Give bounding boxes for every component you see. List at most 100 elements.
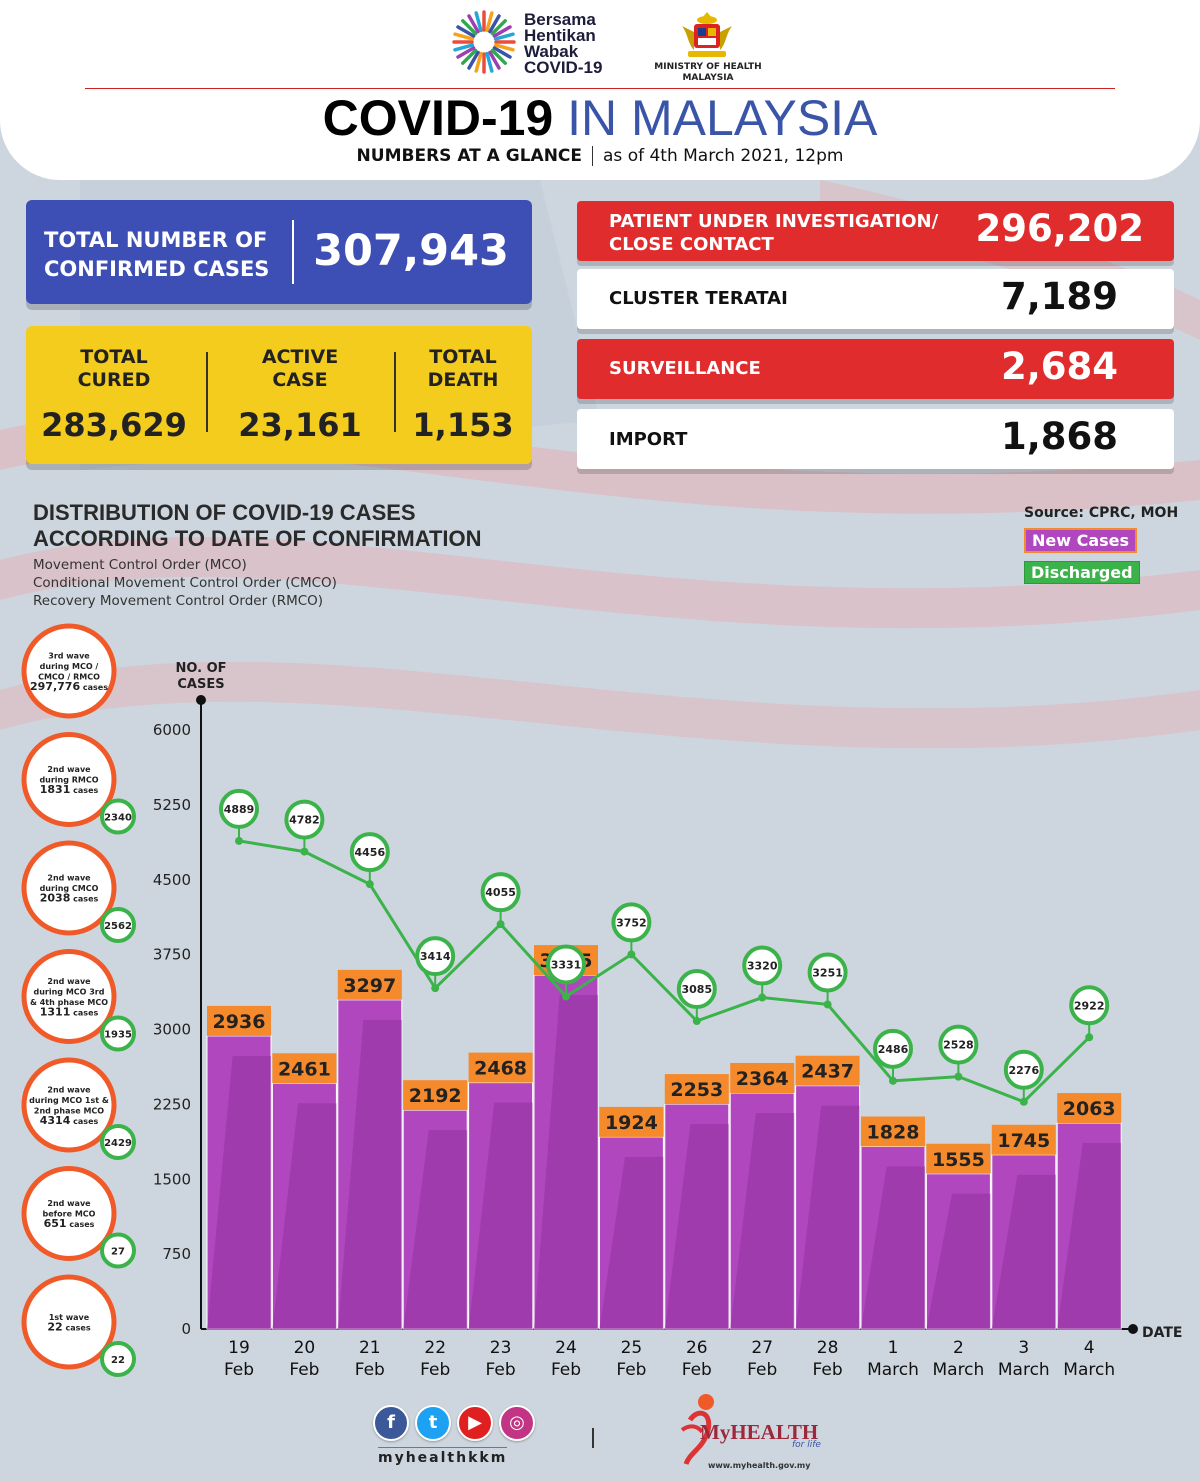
x-tick-month: Feb (289, 1360, 319, 1380)
wave-unit: cases (63, 1323, 91, 1332)
instagram-icon[interactable]: ◎ (499, 1405, 535, 1441)
page-subtitle: NUMBERS AT A GLANCE as of 4th March 2021,… (0, 146, 1200, 166)
wave-count: 2038 (40, 892, 71, 905)
bar-label-bg (795, 1055, 860, 1086)
x-tick-month: Feb (616, 1360, 646, 1380)
pui-label-1: PATIENT UNDER INVESTIGATION/ (609, 211, 939, 232)
discharged-value-label: 4456 (354, 846, 385, 859)
x-tick-month: Feb (813, 1360, 843, 1380)
campaign-line-3: Wabak (524, 42, 579, 61)
facebook-icon[interactable]: f (373, 1405, 409, 1441)
bar-value-label: 2364 (736, 1068, 789, 1090)
wave-discharged-value: 1935 (104, 1030, 132, 1041)
y-tick-label: 750 (162, 1245, 191, 1263)
distribution-sub-2: Conditional Movement Control Order (CMCO… (33, 575, 337, 591)
confirmed-cases-label: TOTAL NUMBER OF CONFIRMED CASES (44, 228, 270, 281)
wave-unit: cases (80, 683, 108, 692)
discharged-bubble (415, 936, 456, 977)
bar-label-bg (861, 1116, 925, 1147)
sun-ray (474, 51, 483, 73)
discharged-line (238, 839, 1091, 1104)
wave-circle (21, 1274, 117, 1370)
wave-text: CMCO / RMCO (38, 672, 100, 681)
header-divider (85, 88, 1115, 89)
wave-text: 2nd wave (47, 1199, 91, 1208)
active-value: 23,161 (238, 406, 362, 444)
sun-ray (474, 11, 483, 33)
myhealth-logo-icon (680, 1394, 714, 1466)
bar-shade (337, 1019, 402, 1329)
discharged-value-label: 3320 (747, 960, 778, 973)
wave-circle (21, 949, 117, 1044)
cured-label-2: CURED (77, 369, 151, 391)
discharged-bubble (219, 788, 259, 829)
wave-discharged-badge (100, 907, 136, 943)
bar-shade (403, 1130, 468, 1329)
bar-value-label: 2253 (670, 1079, 723, 1101)
distribution-title-1: DISTRIBUTION OF COVID-19 CASES (33, 500, 416, 525)
myhealth-brand: MyHEALTH (700, 1420, 819, 1444)
discharged-value-label: 3085 (681, 983, 712, 996)
distribution-sub-3: Recovery Movement Control Order (RMCO) (33, 593, 324, 609)
x-tick-day: 26 (686, 1338, 708, 1358)
sun-ray (492, 46, 512, 59)
death-label-1: TOTAL (429, 346, 497, 368)
wave-discharged-badge (100, 1124, 136, 1160)
x-tick-month: Feb (682, 1360, 712, 1380)
bar-value-label: 1828 (867, 1122, 920, 1144)
discharged-bubble (807, 952, 848, 993)
wave-count: 4314 (40, 1114, 71, 1127)
bar-value-label: 2192 (409, 1085, 462, 1107)
sun-ray (461, 19, 478, 36)
wave-circle (21, 1166, 117, 1261)
active-label-1: ACTIVE (261, 346, 339, 368)
title-light: IN MALAYSIA (567, 90, 878, 146)
wave-text: & 4th phase MCO (30, 998, 108, 1007)
discharged-value-label: 4055 (485, 886, 516, 899)
x-tick-day: 20 (294, 1338, 316, 1358)
bar-value-label: 2437 (801, 1061, 854, 1083)
bar-shade (926, 1193, 991, 1329)
discharged-bubble (938, 1024, 979, 1065)
legend-discharged: Discharged (1024, 561, 1140, 584)
sun-ray (467, 50, 480, 70)
bar-shade (730, 1112, 795, 1329)
sun-ray (456, 25, 476, 38)
sun-ray (490, 19, 507, 36)
discharged-value-label: 2528 (943, 1039, 974, 1052)
x-tick-day: 22 (424, 1338, 446, 1358)
yellow-separator-2 (394, 352, 396, 432)
death-label-2: DEATH (427, 369, 499, 391)
x-tick-month: Feb (747, 1360, 777, 1380)
discharged-value-label: 4889 (224, 803, 255, 816)
malaysia-crest-icon (682, 12, 732, 57)
bar-value-label: 1555 (932, 1149, 985, 1171)
pui-label-2: CLOSE CONTACT (609, 234, 774, 255)
discharged-bubble (284, 799, 325, 840)
bar-label-bg (468, 1052, 533, 1083)
sun-ray (453, 43, 475, 52)
bar-label-bg (1057, 1093, 1122, 1124)
x-tick-day: 4 (1084, 1338, 1095, 1358)
youtube-icon[interactable]: ▶ (457, 1405, 493, 1441)
wave-count: 1311 (40, 1005, 71, 1018)
bar-label-bg (991, 1124, 1056, 1155)
wave-circle (21, 732, 117, 827)
import-card: IMPORT 1,868 (577, 409, 1174, 469)
x-tick-month: March (998, 1360, 1050, 1380)
total-cured-stat: TOTAL CURED 283,629 (36, 346, 192, 444)
discharged-value-label: 2922 (1074, 999, 1105, 1012)
discharged-value-label: 3331 (551, 958, 582, 971)
twitter-icon[interactable]: t (415, 1405, 451, 1441)
wave-discharged-badge (100, 798, 136, 835)
discharged-bubble (1069, 985, 1110, 1026)
wave-discharged-value: 2429 (104, 1138, 132, 1149)
x-tick-day: 1 (888, 1338, 899, 1358)
discharged-value-label: 3752 (616, 916, 647, 929)
wave-discharged-badge (100, 1232, 136, 1269)
sun-ray (485, 11, 494, 33)
bar-shade (599, 1156, 664, 1329)
sun-ray (493, 32, 515, 41)
wave-count: 1831 (40, 783, 71, 796)
